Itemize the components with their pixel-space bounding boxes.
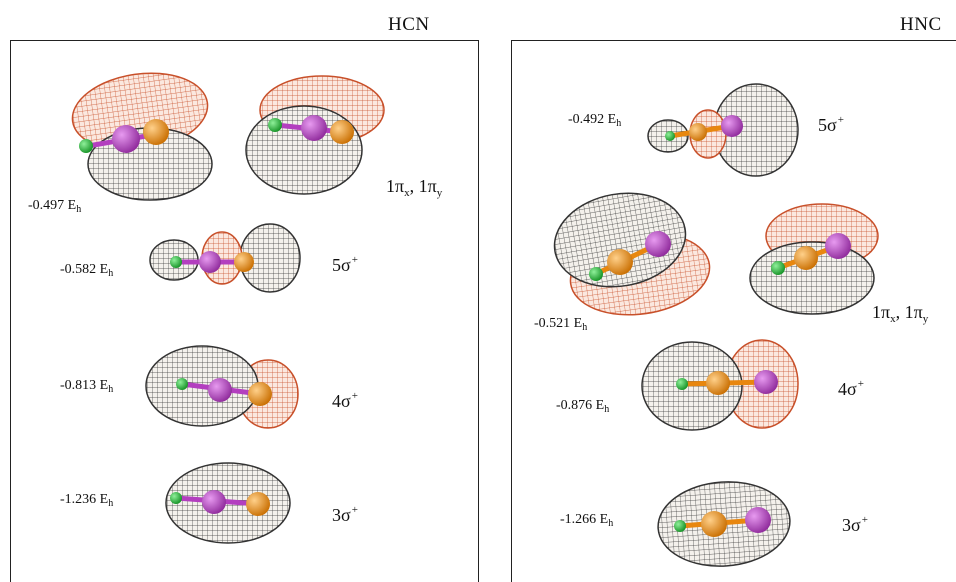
carbon-atom [246, 492, 270, 516]
hnc-5sigma-energy: -0.492 Eh [568, 112, 622, 129]
hnc-panel [511, 40, 956, 582]
hnc-5sigma-label: 5σ+ [818, 114, 844, 135]
hcn-1pi-label: 1πx, 1πy [386, 176, 443, 199]
hcn-panel [10, 40, 479, 582]
nitrogen-atom [112, 125, 140, 153]
hcn-5sigma-orbital [149, 223, 301, 293]
nitrogen-atom [701, 511, 727, 537]
hydrogen-atom [676, 378, 688, 390]
hnc-3sigma-orbital [657, 481, 791, 567]
hydrogen-atom [268, 118, 282, 132]
hnc-1pi-y-orbital [749, 203, 879, 315]
nitrogen-atom [202, 490, 226, 514]
nitrogen-atom [301, 115, 327, 141]
carbon-atom [825, 233, 851, 259]
carbon-atom [745, 507, 771, 533]
carbon-atom [754, 370, 778, 394]
carbon-atom [645, 231, 671, 257]
hydrogen-atom [665, 131, 675, 141]
hnc-3sigma-energy: -1.266 Eh [560, 512, 614, 529]
carbon-atom [143, 119, 169, 145]
hnc-5sigma-orbital [647, 83, 799, 177]
nitrogen-atom [689, 123, 707, 141]
nitrogen-atom [706, 371, 730, 395]
hcn-3sigma-orbital [165, 462, 291, 544]
hnc-4sigma-label: 4σ+ [838, 378, 864, 399]
hcn-3sigma-energy: -1.236 Eh [60, 492, 114, 509]
carbon-atom [234, 252, 254, 272]
hnc-1pi-label: 1πx, 1πy [872, 302, 929, 325]
carbon-atom [330, 120, 354, 144]
nitrogen-atom [199, 251, 221, 273]
hcn-4sigma-orbital [145, 345, 299, 429]
hnc-3sigma-label: 3σ+ [842, 514, 868, 535]
hcn-1pi-energy: -0.497 Eh [28, 198, 82, 215]
hcn-title: HCN [388, 14, 430, 35]
hnc-4sigma-orbital [641, 339, 799, 431]
nitrogen-atom [794, 246, 818, 270]
hydrogen-atom [674, 520, 686, 532]
hcn-4sigma-energy: -0.813 Eh [60, 378, 114, 395]
hcn-5sigma-energy: -0.582 Eh [60, 262, 114, 279]
hcn-3sigma-label: 3σ+ [332, 504, 358, 525]
hnc-1pi-energy: -0.521 Eh [534, 316, 588, 333]
hydrogen-atom [170, 256, 182, 268]
hcn-4sigma-label: 4σ+ [332, 390, 358, 411]
hydrogen-atom [771, 261, 785, 275]
carbon-atom [721, 115, 743, 137]
hydrogen-atom [176, 378, 188, 390]
hydrogen-atom [79, 139, 93, 153]
carbon-atom [248, 382, 272, 406]
hcn-1pi-y-orbital [245, 75, 385, 195]
hnc-4sigma-energy: -0.876 Eh [556, 398, 610, 415]
nitrogen-atom [208, 378, 232, 402]
hnc-1pi-x-orbital [553, 192, 711, 316]
hcn-5sigma-label: 5σ+ [332, 254, 358, 275]
hcn-1pi-x-orbital [71, 72, 213, 201]
hydrogen-atom [589, 267, 603, 281]
hnc-title: HNC [900, 14, 942, 35]
nitrogen-atom [607, 249, 633, 275]
hydrogen-atom [170, 492, 182, 504]
